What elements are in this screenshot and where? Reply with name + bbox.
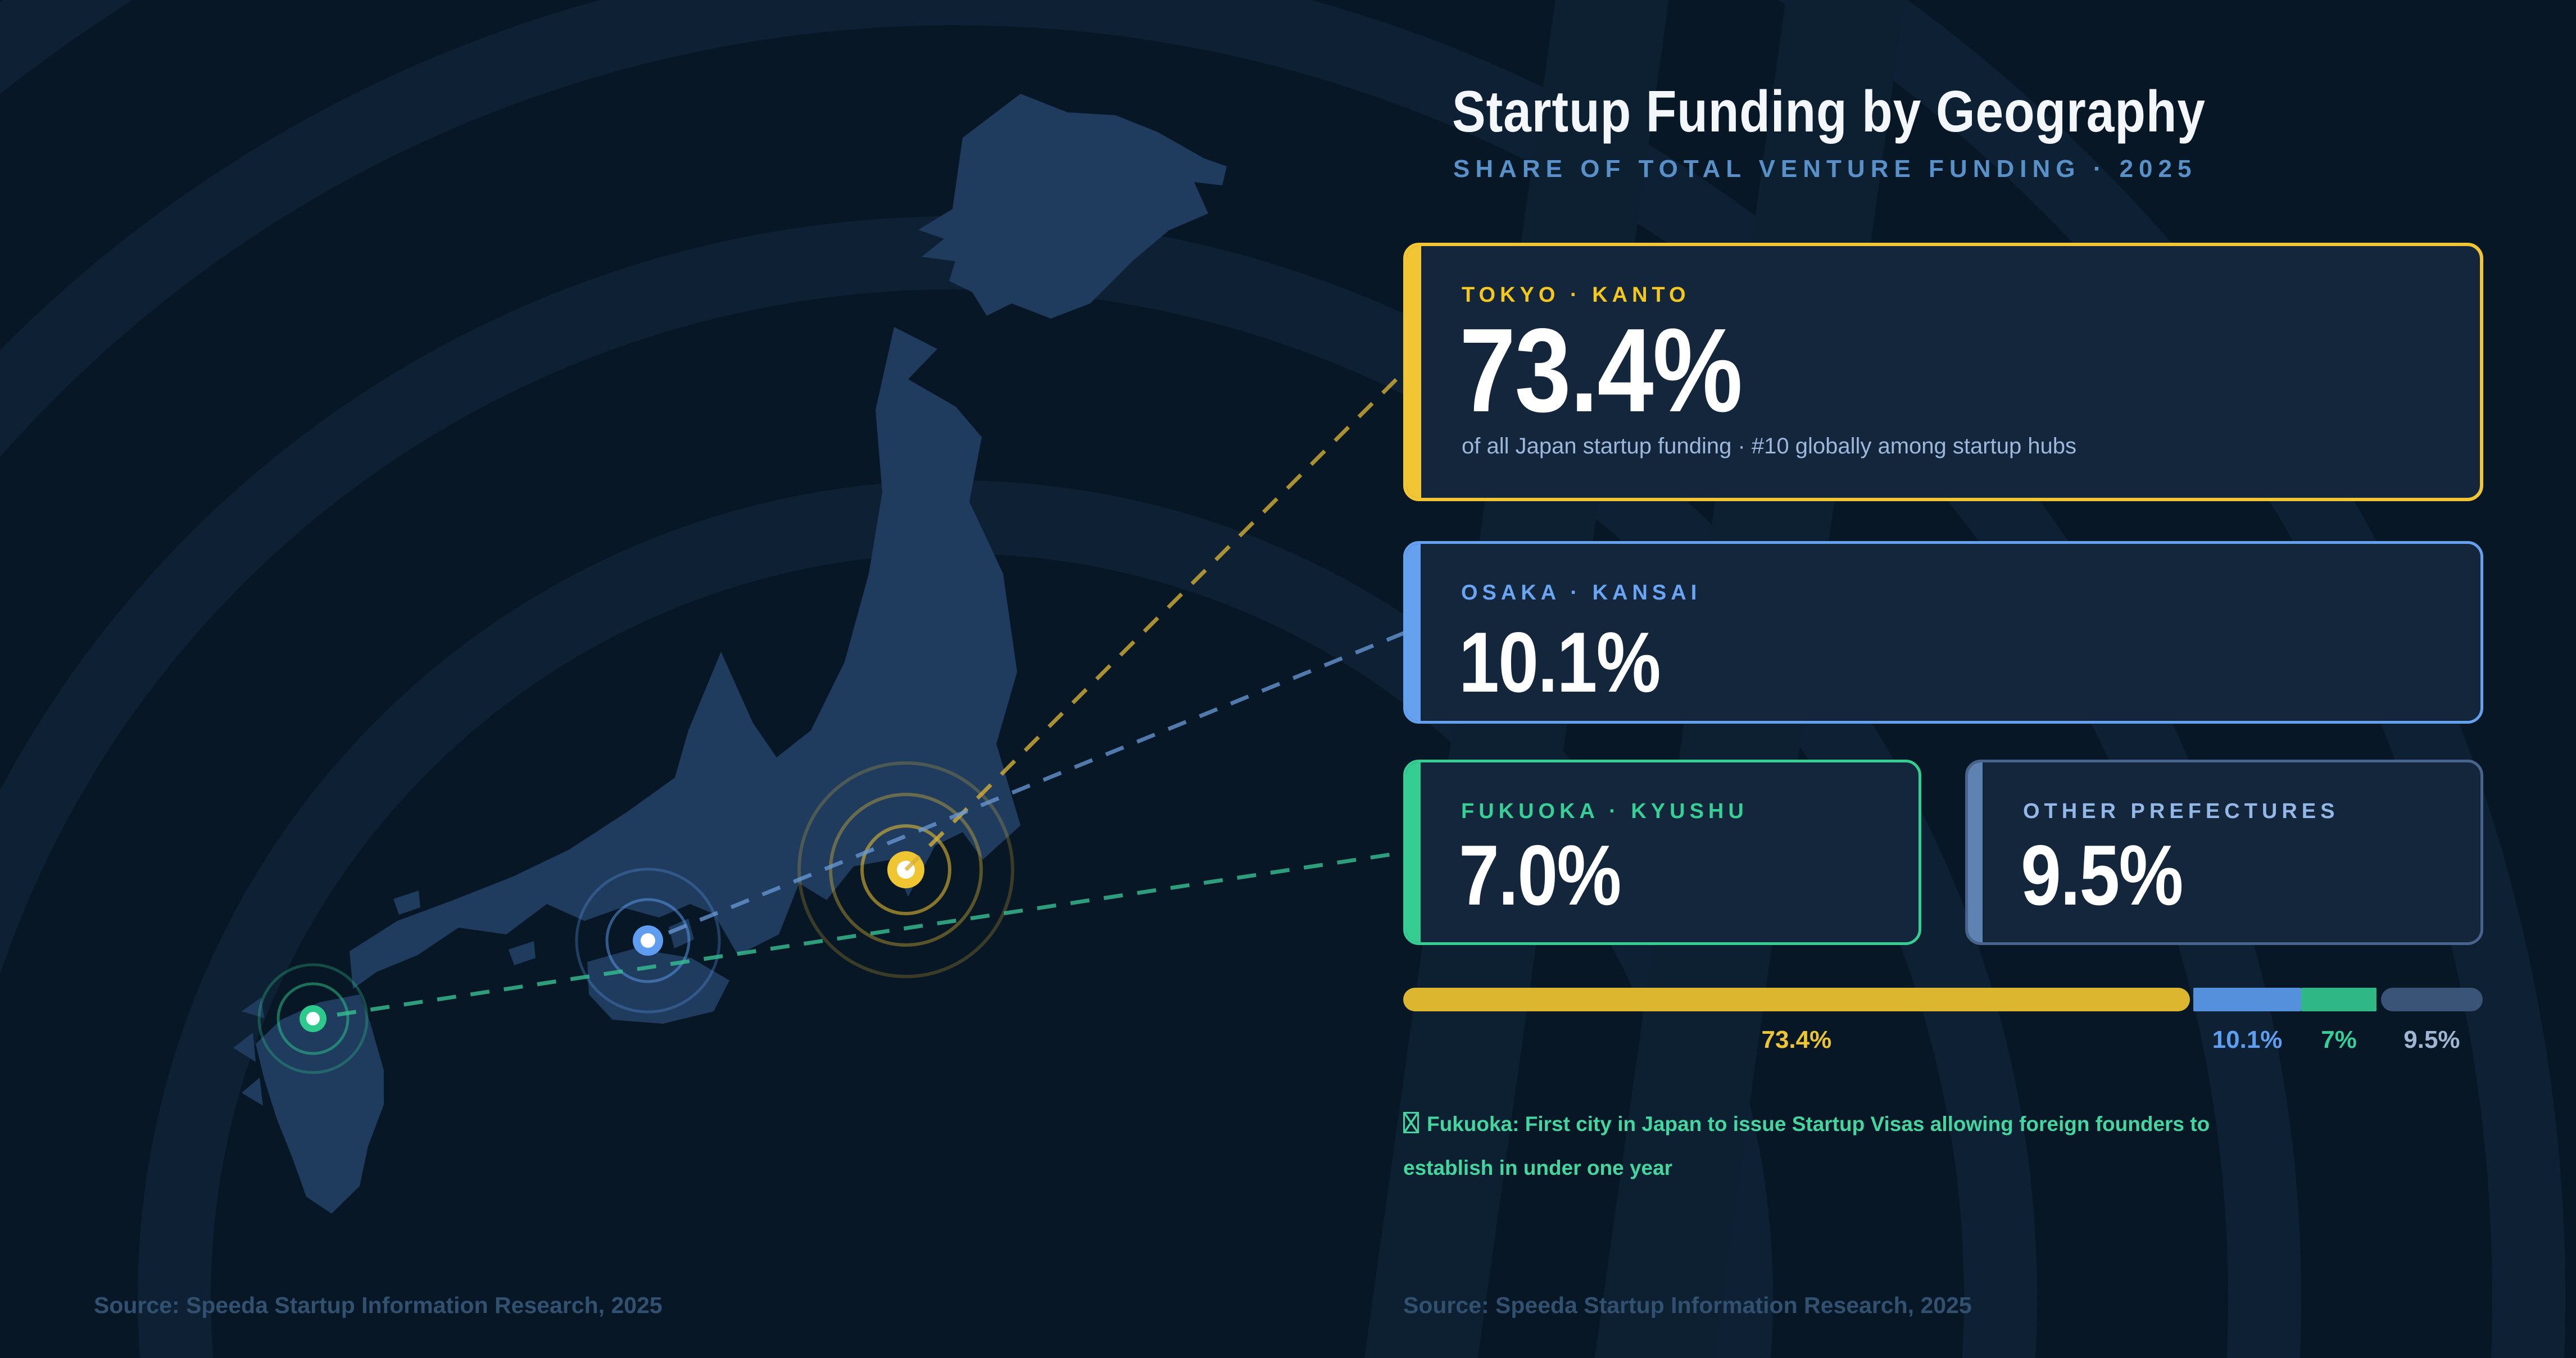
footnote-line2: establish in under one year [1403,1156,1673,1179]
fukuoka-card: FUKUOKA · KYUSHU 7.0% [1403,760,1921,945]
osaka-card: OSAKA · KANSAI 10.1% [1403,541,2483,724]
hokkaido-island [918,94,1227,319]
bar-segment-label: 10.1% [2212,1026,2283,1053]
fukuoka-card-value: 7.0% [1459,828,1621,923]
fukuoka-marker-core [306,1012,320,1025]
honshu-island [350,327,1021,989]
shikoku-island [587,948,729,1024]
other-card-accent-bar [1968,762,1983,942]
osaka-card-label: OSAKA · KANSAI [1461,581,1702,605]
small-island [242,1078,263,1106]
kyushu-island [256,994,384,1214]
bar-segment-label: 73.4% [1761,1026,1832,1053]
osaka-card-accent-bar [1406,544,1421,721]
source-credit-right: Source: Speeda Startup Information Resea… [1403,1292,1972,1318]
tokyo-card-value: 73.4% [1459,303,1743,437]
bar-segment-Other Prefectures [2380,988,2483,1011]
fukuoka-card-label: FUKUOKA · KYUSHU [1461,800,1748,823]
tokyo-card: TOKYO · KANTO 73.4% of all Japan startup… [1403,243,2483,501]
other-card-label: OTHER PREFECTURES [2023,800,2339,823]
footnote-line1: Fukuoka: First city in Japan to issue St… [1427,1112,2210,1136]
source-credit-left: Source: Speeda Startup Information Resea… [94,1292,663,1318]
page-title: Startup Funding by Geography [1452,79,2206,144]
connector-lines [337,369,1407,1017]
tokyo-card-note: of all Japan startup funding · #10 globa… [1462,434,2077,458]
missing-glyph-icon [1403,1112,1419,1133]
tokyo-connector-line [904,369,1407,871]
bar-segment-Tokyo · Kanto [1403,988,2190,1011]
fukuoka-footnote: Fukuoka: First city in Japan to issue St… [1403,1102,2359,1190]
bar-segment-Fukuoka · Kyushu [2301,988,2377,1011]
other-card-value: 9.5% [2021,828,2183,923]
funding-share-bar-labels: 73.4% 10.1% 7% 9.5% [1403,1026,2483,1055]
small-island [393,891,420,915]
osaka-marker-core [641,933,655,948]
fukuoka-card-accent-bar [1406,762,1421,942]
small-island [233,1033,256,1062]
fukuoka-connector-line [337,850,1405,1017]
marker-rings [257,761,1014,1074]
tokyo-card-label: TOKYO · KANTO [1462,283,1690,307]
page-subtitle: SHARE OF TOTAL VENTURE FUNDING · 2025 [1453,155,2197,183]
japan-silhouette [233,94,1227,1214]
small-island [509,941,536,965]
bar-segment-Osaka · Kansai [2193,988,2302,1011]
funding-share-bar [1403,988,2483,1011]
tokyo-card-accent-bar [1407,246,1421,498]
small-island [242,997,264,1018]
other-prefectures-card: OTHER PREFECTURES 9.5% [1965,760,2483,945]
bar-segment-label: 9.5% [2403,1026,2460,1053]
osaka-card-value: 10.1% [1459,615,1661,710]
bar-segment-label: 7% [2321,1026,2357,1053]
